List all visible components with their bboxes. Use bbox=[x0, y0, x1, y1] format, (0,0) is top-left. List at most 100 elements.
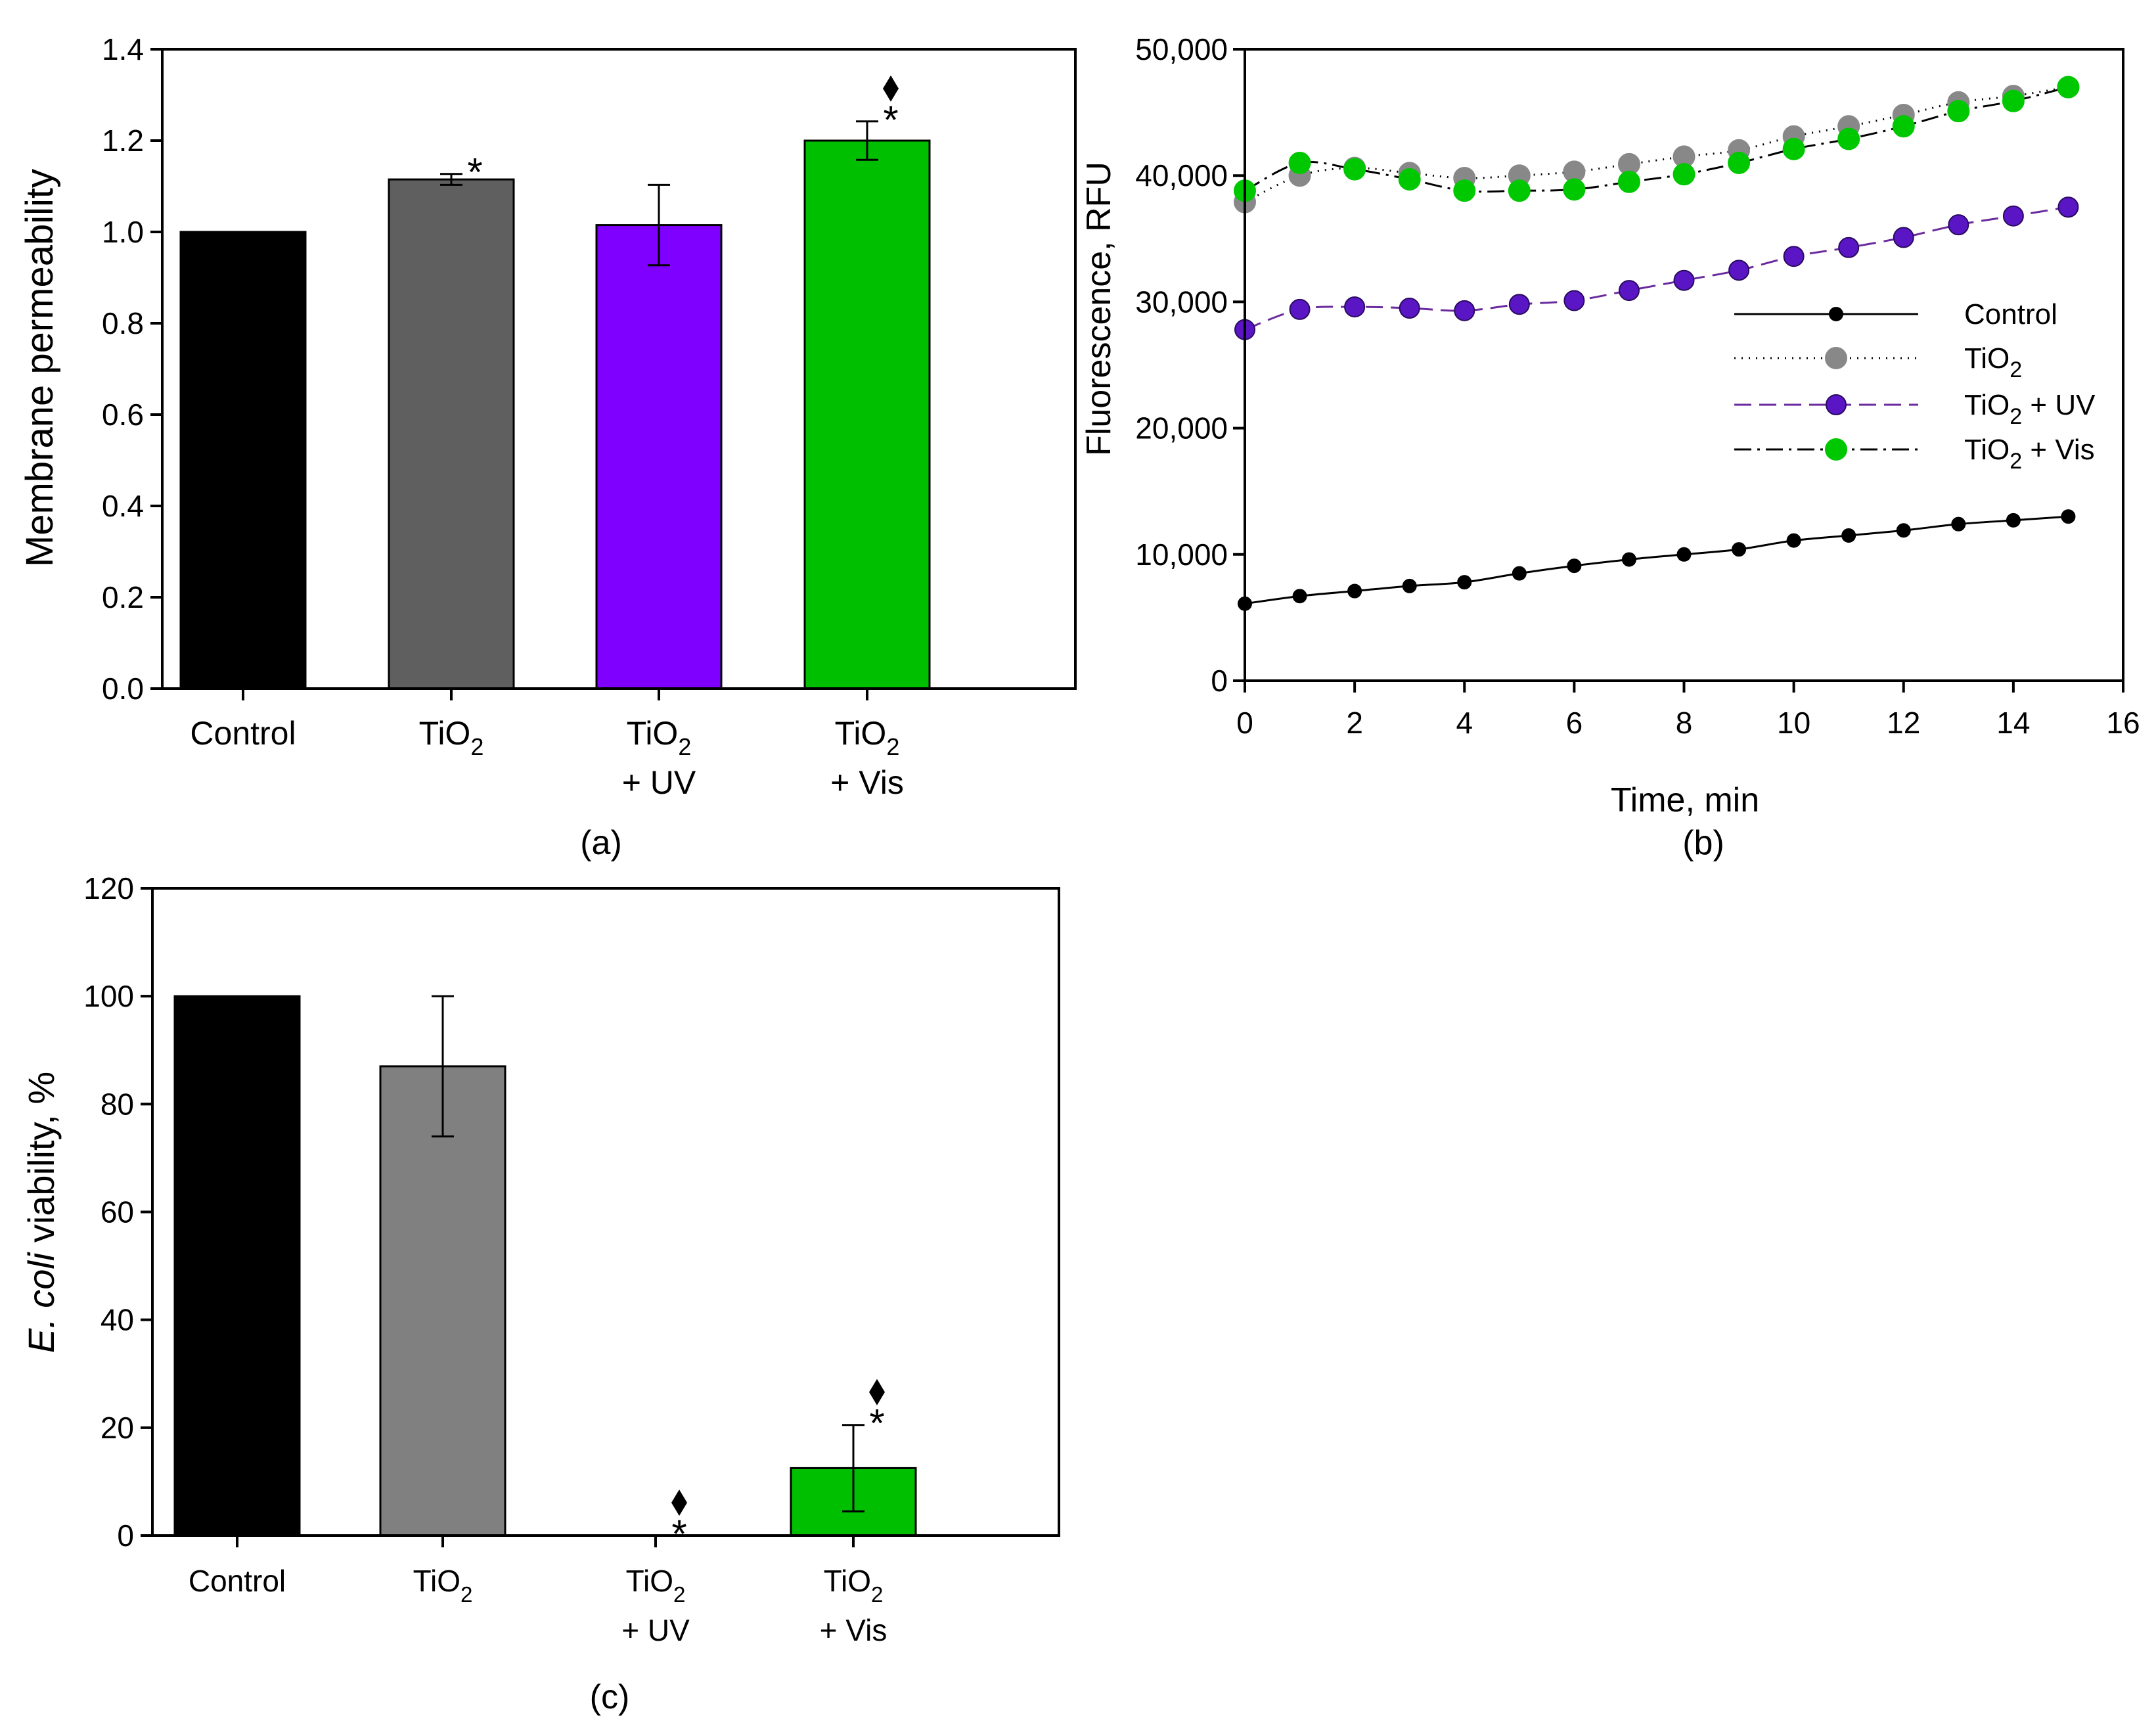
b-data-point bbox=[1782, 137, 1805, 160]
a-category-label-line2: + Vis bbox=[830, 764, 904, 801]
b-legend-marker bbox=[1826, 394, 1847, 415]
a-bar bbox=[595, 224, 723, 690]
b-data-point bbox=[1344, 296, 1366, 318]
a-category-text: TiO bbox=[419, 715, 471, 752]
b-data-point bbox=[1948, 214, 1969, 236]
b-data-point bbox=[1563, 290, 1585, 311]
panel-c-annotations: ** bbox=[671, 1379, 885, 1556]
b-legend-name: TiO bbox=[1964, 434, 2010, 466]
b-data-point bbox=[2002, 205, 2024, 227]
b-data-point bbox=[2057, 196, 2079, 218]
a-significance-asterisk: * bbox=[467, 150, 482, 194]
b-data-point bbox=[1512, 566, 1527, 581]
b-data-point bbox=[1563, 178, 1586, 201]
c-significance-diamond-icon bbox=[869, 1379, 885, 1405]
b-data-point bbox=[2057, 76, 2080, 99]
b-data-point bbox=[1732, 542, 1747, 557]
c-category-label: Control bbox=[189, 1564, 286, 1598]
a-category-text: TiO bbox=[627, 715, 679, 752]
panel-b-x-axis-label: Time, min bbox=[1611, 781, 1759, 819]
panel-c-y-ticks: 0 20 40 60 80 100 120 bbox=[83, 871, 152, 1553]
b-legend-marker bbox=[1829, 307, 1843, 321]
c-category-label-line2: + Vis bbox=[820, 1613, 887, 1647]
b-data-point bbox=[2002, 89, 2025, 112]
a-y-tick-label: 0.2 bbox=[102, 580, 144, 614]
c-category-subscript: 2 bbox=[460, 1583, 472, 1607]
b-data-point bbox=[1292, 589, 1307, 604]
b-x-tick-label: 10 bbox=[1777, 706, 1810, 740]
a-y-tick-label: 0.0 bbox=[102, 672, 144, 706]
b-legend-subscript: 2 bbox=[2010, 404, 2022, 429]
b-y-tick-label: 50,000 bbox=[1135, 32, 1228, 66]
a-category-label: TiO2 bbox=[835, 715, 900, 760]
b-data-point bbox=[1453, 179, 1476, 202]
b-data-point bbox=[1896, 523, 1911, 538]
c-y-tick-label: 100 bbox=[83, 979, 134, 1013]
b-data-point bbox=[1728, 260, 1750, 281]
b-legend-name: Control bbox=[1964, 298, 2057, 330]
panel-b-axis-ticks: 0 10,000 20,000 30,000 40,000 50,000 0 2 4 6 8 10 12… bbox=[1135, 32, 2140, 740]
b-data-point bbox=[1621, 552, 1636, 567]
panel-b-label: (b) bbox=[1682, 824, 1724, 862]
b-data-point bbox=[2006, 513, 2021, 528]
b-data-point bbox=[1343, 158, 1366, 181]
b-data-point bbox=[1673, 163, 1696, 186]
c-category-text: TiO bbox=[824, 1564, 871, 1598]
panel-b-fluorescence-chart: 0 10,000 20,000 30,000 40,000 50,000 0 2 4 6 8 10 12… bbox=[1080, 32, 2140, 862]
panel-b-series-points bbox=[1234, 76, 2080, 611]
b-data-point bbox=[1951, 516, 1966, 532]
a-significance-diamond-icon bbox=[883, 75, 899, 102]
a-y-tick-label: 0.4 bbox=[102, 489, 144, 523]
b-data-point bbox=[1947, 100, 1970, 123]
c-y-tick-label: 0 bbox=[117, 1518, 134, 1553]
b-data-point bbox=[1508, 294, 1530, 315]
panel-c-label: (c) bbox=[590, 1678, 630, 1716]
c-significance-asterisk: * bbox=[671, 1512, 686, 1556]
a-category-subscript: 2 bbox=[886, 733, 899, 760]
b-data-point bbox=[1288, 151, 1311, 174]
b-series-line bbox=[1244, 515, 2069, 605]
c-category-subscript: 2 bbox=[673, 1583, 685, 1607]
b-x-tick-label: 0 bbox=[1236, 706, 1253, 740]
a-y-tick-label: 1.0 bbox=[102, 215, 144, 249]
panel-c-y-axis-label-italic: E. coli bbox=[20, 1252, 62, 1353]
a-category-label: Control bbox=[190, 715, 296, 752]
b-data-point bbox=[1618, 280, 1640, 302]
b-y-tick-label: 30,000 bbox=[1135, 285, 1228, 319]
b-data-point bbox=[1893, 227, 1914, 248]
a-y-tick-label: 1.4 bbox=[102, 32, 144, 66]
c-category-label-line2: + UV bbox=[621, 1613, 690, 1647]
b-data-point bbox=[2061, 509, 2076, 524]
panel-b-y-axis-label: Fluorescence, RFU bbox=[1080, 162, 1118, 456]
panel-c-bars bbox=[173, 995, 917, 1547]
c-category-subscript: 2 bbox=[871, 1583, 883, 1607]
a-bar bbox=[179, 231, 307, 690]
c-y-tick-label: 40 bbox=[101, 1303, 134, 1337]
panel-b-series-lines bbox=[1244, 86, 2069, 605]
panel-a-annotations: ** bbox=[467, 75, 899, 194]
b-legend-label: TiO2 + Vis bbox=[1964, 434, 2095, 474]
b-y-tick-label: 20,000 bbox=[1135, 411, 1228, 445]
panel-a-y-axis-label: Membrane permeability bbox=[18, 169, 61, 567]
panel-a-bars bbox=[179, 120, 931, 700]
b-x-tick-label: 2 bbox=[1346, 706, 1363, 740]
panel-a-membrane-permeability-chart: 0.00.20.40.60.81.01.21.4 Control TiO2 TiO2… bbox=[18, 32, 1077, 862]
a-category-subscript: 2 bbox=[470, 733, 483, 760]
b-legend-suffix: + Vis bbox=[2022, 434, 2094, 466]
b-legend-subscript: 2 bbox=[2010, 449, 2022, 474]
panel-b-plot-frame bbox=[1244, 48, 2124, 682]
panel-a-label: (a) bbox=[580, 824, 622, 862]
a-category-label-line2: + UV bbox=[622, 764, 696, 801]
b-data-point bbox=[1347, 583, 1362, 599]
a-significance-asterisk: * bbox=[883, 98, 898, 142]
b-x-tick-label: 14 bbox=[1996, 706, 2030, 740]
panel-c-y-axis-label-rest: viability, % bbox=[20, 1072, 62, 1253]
c-significance-diamond-icon bbox=[671, 1490, 687, 1516]
b-x-tick-label: 6 bbox=[1566, 706, 1583, 740]
b-x-tick-label: 16 bbox=[2106, 706, 2140, 740]
b-data-point bbox=[1676, 547, 1692, 562]
